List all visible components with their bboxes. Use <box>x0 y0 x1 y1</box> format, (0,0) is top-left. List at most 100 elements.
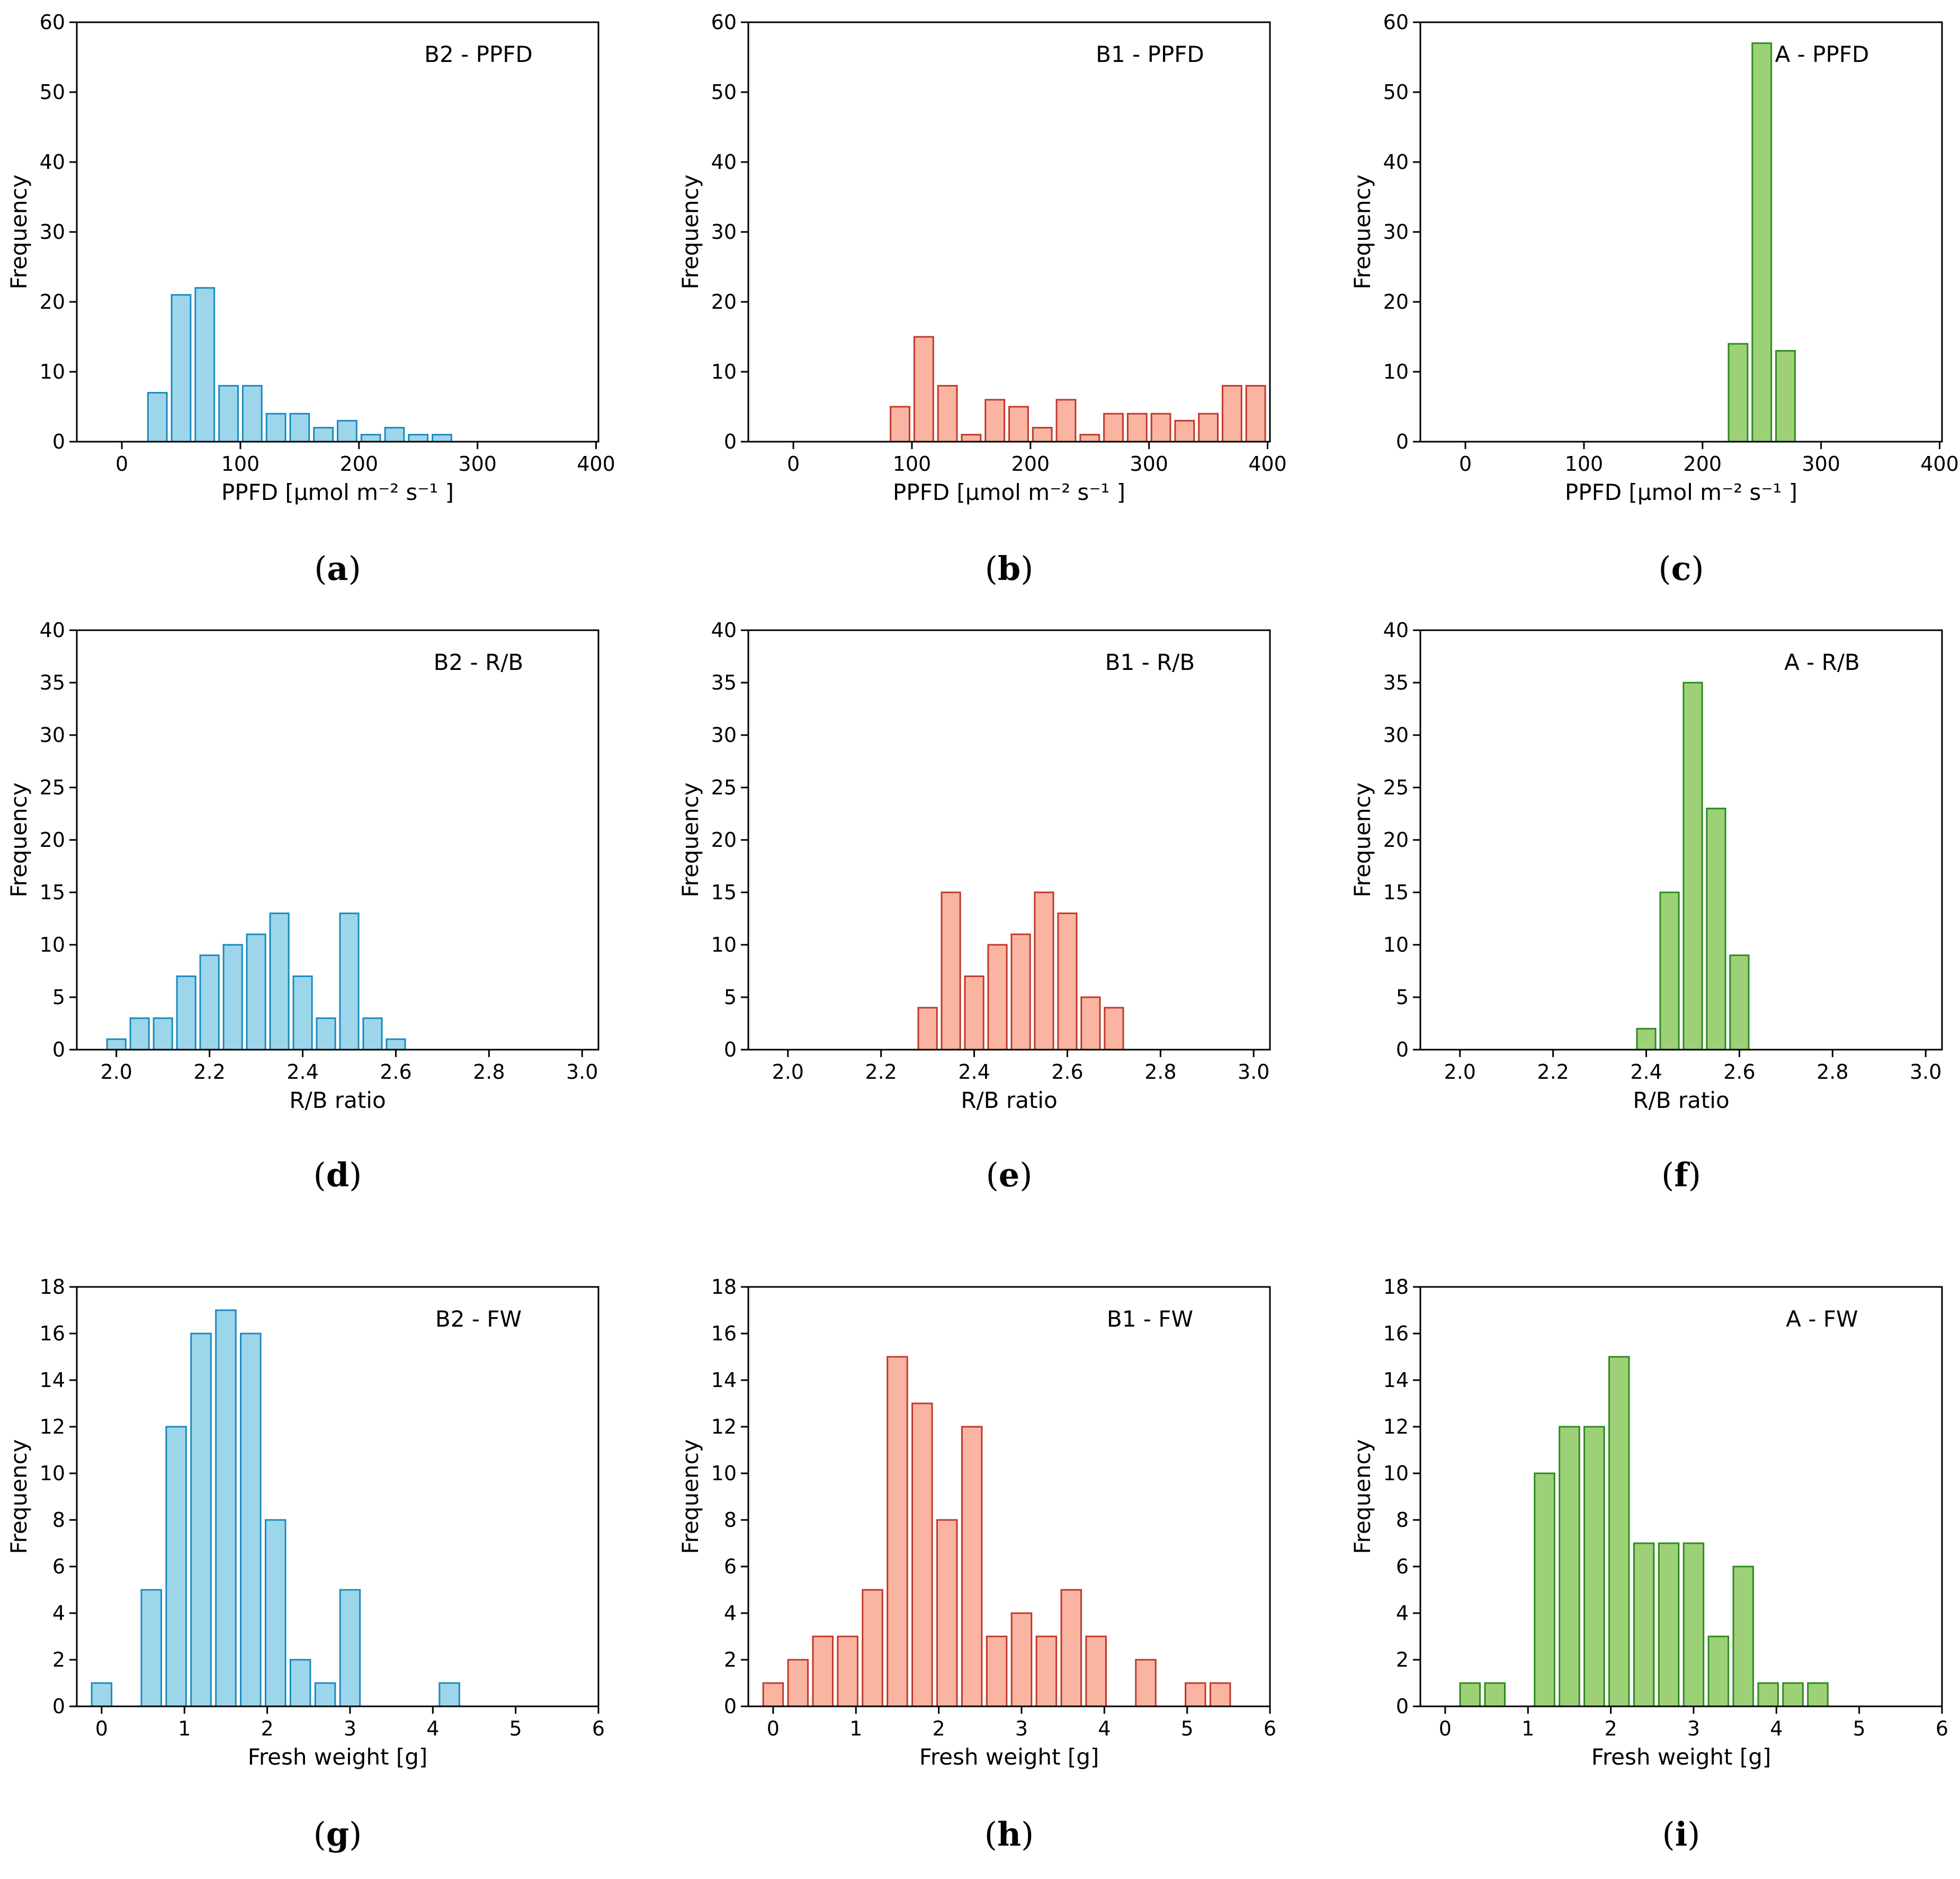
x-tick-label: 2.2 <box>193 1060 225 1084</box>
bar <box>384 427 405 443</box>
x-tick-label: 0 <box>1459 452 1472 476</box>
y-tick-label: 0 <box>724 1038 737 1061</box>
chart-title: B2 - PPFD <box>424 41 533 67</box>
bar <box>1583 1426 1605 1707</box>
axes-frame <box>747 629 1271 1051</box>
y-tick-label: 10 <box>711 1462 737 1485</box>
panel-letter: (f) <box>1661 1156 1701 1194</box>
x-tick-label: 1 <box>178 1717 191 1740</box>
y-tick-label: 20 <box>711 828 737 852</box>
x-tick-label: 2.0 <box>772 1060 804 1084</box>
x-tick-label: 6 <box>592 1717 605 1740</box>
y-tick-label: 30 <box>1383 220 1409 244</box>
x-tick-label: 200 <box>1012 452 1050 476</box>
x-tick-label: 2.0 <box>101 1060 132 1084</box>
panel-letter: (a) <box>314 549 361 588</box>
y-tick-label: 20 <box>1383 290 1409 314</box>
bar <box>246 933 266 1051</box>
bar <box>1807 1682 1829 1707</box>
bar <box>1032 427 1053 443</box>
x-tick-label: 2.2 <box>1537 1060 1569 1084</box>
panel-letter: (i) <box>1662 1815 1701 1854</box>
x-tick-label: 2.8 <box>473 1060 505 1084</box>
x-tick-label: 400 <box>1920 452 1959 476</box>
x-tick-label: 2 <box>933 1717 945 1740</box>
bar <box>1035 1635 1058 1707</box>
bar <box>1103 413 1124 443</box>
y-tick-label: 40 <box>711 619 737 642</box>
x-tick-label: 5 <box>509 1717 522 1740</box>
panel-c: 0 10 20 30 40 50 60 0 100 200 300 400 A - PPFD PPFD [… <box>1349 11 1959 588</box>
bar <box>1055 399 1077 443</box>
x-axis-label: PPFD [μmol m⁻² s⁻¹ ] <box>893 479 1125 505</box>
bar <box>1079 434 1100 443</box>
chart-title: A - FW <box>1786 1306 1858 1332</box>
x-tick-label: 200 <box>1684 452 1722 476</box>
bar <box>269 912 290 1051</box>
x-tick-label: 2.6 <box>380 1060 411 1084</box>
panel-letter: (b) <box>985 549 1034 588</box>
bar <box>129 1017 150 1051</box>
y-tick-label: 6 <box>1396 1555 1409 1578</box>
chart-title: B1 - FW <box>1107 1306 1193 1332</box>
x-tick-label: 100 <box>893 452 932 476</box>
y-tick-label: 35 <box>40 671 65 694</box>
y-tick-label: 15 <box>1383 881 1409 904</box>
y-tick-label: 8 <box>724 1508 737 1532</box>
x-tick-label: 4 <box>1098 1717 1111 1740</box>
y-tick-label: 0 <box>1396 1695 1409 1718</box>
bar <box>438 1682 460 1707</box>
bar <box>1057 912 1078 1051</box>
bar <box>1150 413 1171 443</box>
x-tick-label: 5 <box>1181 1717 1194 1740</box>
bar <box>1209 1682 1231 1707</box>
x-axis-label: Fresh weight [g] <box>919 1744 1099 1770</box>
bar <box>360 434 381 443</box>
bar <box>215 1309 237 1707</box>
x-tick-label: 2.2 <box>865 1060 897 1084</box>
y-tick-label: 0 <box>52 1038 65 1061</box>
x-tick-label: 4 <box>426 1717 439 1740</box>
panel-letter: (g) <box>314 1815 362 1854</box>
y-tick-label: 30 <box>1383 723 1409 747</box>
bar <box>362 1017 383 1051</box>
x-tick-label: 3 <box>1687 1717 1700 1740</box>
y-tick-label: 20 <box>40 290 65 314</box>
bar <box>1608 1356 1630 1707</box>
bar <box>837 1635 858 1707</box>
y-tick-label: 12 <box>711 1415 737 1438</box>
x-axis-label: R/B ratio <box>1633 1087 1729 1113</box>
bar <box>890 406 910 443</box>
y-tick-label: 60 <box>40 11 65 34</box>
y-tick-label: 25 <box>40 776 65 799</box>
bar <box>887 1356 908 1707</box>
bar <box>911 1402 933 1707</box>
bar <box>153 1017 173 1051</box>
x-axis-label: PPFD [μmol m⁻² s⁻¹ ] <box>221 479 454 505</box>
y-tick-label: 0 <box>1396 430 1409 453</box>
bar <box>264 1519 287 1707</box>
bar <box>1636 1027 1657 1051</box>
bar <box>961 434 982 443</box>
bar <box>1559 1426 1580 1707</box>
panel-e: 0 5 10 15 20 25 30 35 40 2.0 2.2 2.4 2.6 2.8 3.0 B1 - R… <box>677 619 1271 1194</box>
x-tick-label: 3 <box>344 1717 356 1740</box>
bar <box>1484 1682 1506 1707</box>
bar <box>1221 384 1242 443</box>
bar <box>339 912 360 1051</box>
y-axis-label: Frequency <box>1349 1439 1375 1554</box>
y-tick-label: 0 <box>724 1695 737 1718</box>
bar <box>1104 1007 1124 1051</box>
bar <box>289 413 310 443</box>
bar <box>339 1589 361 1707</box>
x-tick-label: 2.6 <box>1051 1060 1083 1084</box>
y-tick-label: 50 <box>40 80 65 104</box>
chart-title: B1 - PPFD <box>1096 41 1204 67</box>
axes-frame <box>76 629 599 1051</box>
bar <box>140 1589 162 1707</box>
y-tick-label: 15 <box>711 881 737 904</box>
bar <box>289 1659 311 1707</box>
y-tick-label: 14 <box>1383 1368 1409 1392</box>
chart-title: A - R/B <box>1784 649 1860 675</box>
